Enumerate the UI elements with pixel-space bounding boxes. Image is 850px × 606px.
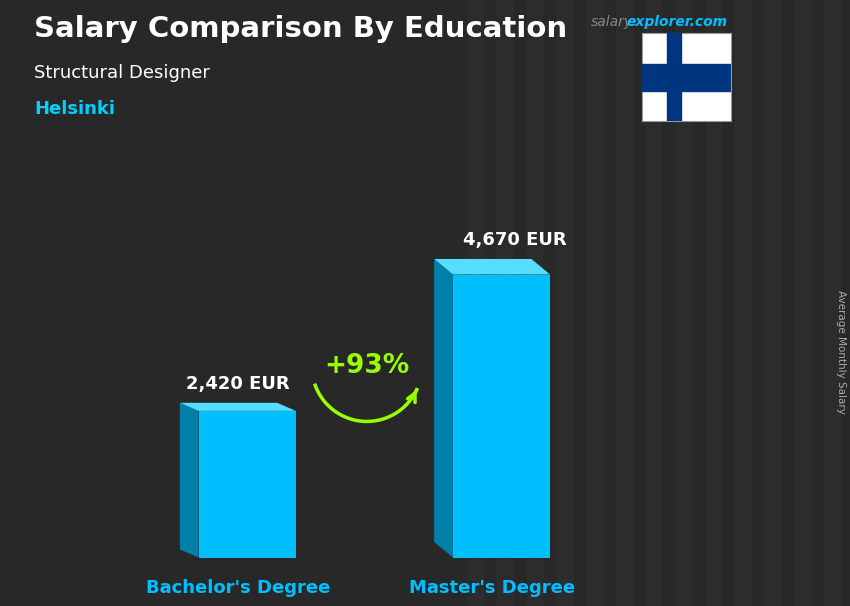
Bar: [676, 0, 691, 606]
Text: salary: salary: [591, 15, 633, 29]
Polygon shape: [434, 259, 453, 558]
Text: Salary Comparison By Education: Salary Comparison By Education: [34, 15, 567, 43]
Bar: [735, 0, 751, 606]
Polygon shape: [180, 403, 199, 558]
Bar: [646, 0, 661, 606]
Text: explorer.com: explorer.com: [626, 15, 728, 29]
Bar: [468, 0, 483, 606]
Polygon shape: [180, 403, 296, 411]
Bar: [795, 0, 810, 606]
Bar: [666, 33, 682, 121]
Text: Structural Designer: Structural Designer: [34, 64, 210, 82]
Text: +93%: +93%: [324, 353, 410, 379]
Text: 2,420 EUR: 2,420 EUR: [186, 375, 290, 393]
Bar: [527, 0, 542, 606]
Bar: [824, 0, 840, 606]
Bar: [706, 0, 721, 606]
Text: Average Monthly Salary: Average Monthly Salary: [836, 290, 846, 413]
Polygon shape: [434, 259, 550, 275]
Bar: [557, 0, 572, 606]
Bar: [765, 0, 780, 606]
Bar: [616, 0, 632, 606]
Bar: [642, 64, 731, 91]
Polygon shape: [199, 411, 296, 558]
Bar: [497, 0, 513, 606]
Text: Helsinki: Helsinki: [34, 100, 115, 118]
Polygon shape: [453, 275, 550, 558]
Text: 4,670 EUR: 4,670 EUR: [462, 231, 566, 249]
Bar: [586, 0, 602, 606]
